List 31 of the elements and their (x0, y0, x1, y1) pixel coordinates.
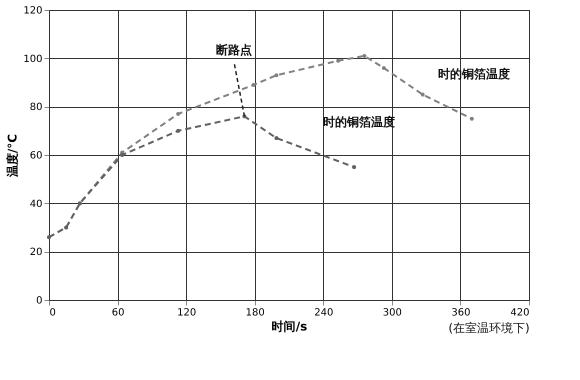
point (274, 136, 278, 140)
x-tick-label: 60 (112, 308, 124, 318)
point (252, 82, 256, 87)
point (176, 112, 180, 116)
point (420, 92, 425, 97)
y-tick-label: 120 (23, 6, 42, 16)
point (352, 165, 356, 170)
x-tick-label: 300 (382, 308, 402, 318)
point (362, 54, 366, 58)
point (120, 153, 124, 157)
point (470, 116, 474, 121)
y-axis-title: 温度/°C (5, 134, 20, 178)
annotation: 断路点 (216, 43, 252, 57)
point (336, 58, 340, 63)
y-tick-label: 0 (36, 296, 42, 306)
y-tick-label: 60 (30, 150, 42, 162)
x-tick-label: 360 (451, 308, 470, 318)
x-tick-label: 420 (510, 308, 530, 318)
x-tick-label: 180 (246, 308, 265, 318)
point (176, 128, 180, 133)
text: (在室温环境下) (448, 321, 530, 335)
x-tick-label: 0 (50, 308, 56, 318)
point (274, 73, 278, 78)
y-tick-label: 100 (23, 54, 42, 65)
x-tick-label: 120 (177, 308, 196, 318)
y-tick-label: 20 (30, 247, 42, 258)
x-tick-label: 240 (314, 308, 334, 318)
y-tick-label: 40 (30, 198, 42, 210)
x-axis-title: 时间/s (272, 320, 308, 334)
point (382, 66, 386, 70)
y-tick-label: 80 (30, 102, 42, 114)
